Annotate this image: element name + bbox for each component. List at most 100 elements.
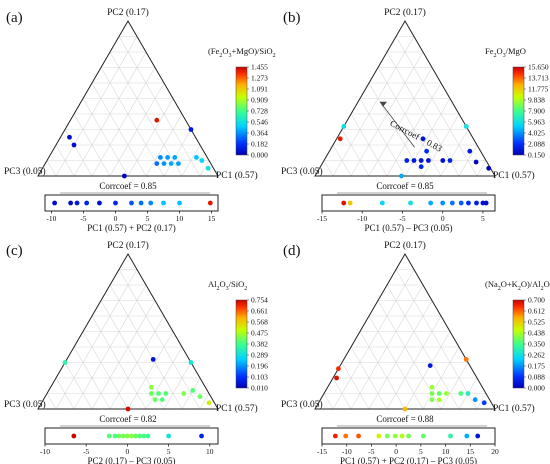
colorbar-tick-label: 7.900 (528, 107, 545, 116)
ternary-point (125, 406, 131, 412)
strip-point (71, 433, 77, 439)
strip-point (420, 433, 426, 439)
strip-point (483, 200, 489, 206)
ternary-point (418, 164, 424, 170)
strip-point (145, 433, 151, 439)
strip-tick-label: 15 (208, 214, 216, 223)
grid-line-pc3 (100, 300, 165, 410)
grid-line-pc1 (181, 377, 201, 410)
grid-line-pc1 (476, 393, 487, 410)
colorbar-title: Al2O3/SiO2 (208, 279, 247, 292)
strip-point (84, 200, 90, 206)
grid-line-pc1 (163, 129, 192, 177)
ternary-point (149, 384, 154, 390)
panel-a: (a) PC2 (0.17) PC3 (0.05) PC1 (0.57) (Fe2O3+… (4, 7, 276, 233)
strip-tick-label: 5 (419, 447, 423, 456)
grid-line-pc3 (46, 160, 57, 177)
colorbar-tick-label: 0.196 (251, 362, 268, 371)
ternary-point (473, 159, 479, 165)
colorbar-tick-label: 15.650 (528, 63, 549, 72)
strip-point (332, 433, 338, 439)
strip-point (74, 200, 80, 206)
ternary-point (190, 388, 196, 393)
strip-point (129, 433, 134, 439)
colorbar-tick-label: 0.728 (251, 107, 268, 116)
ternary-point (429, 397, 435, 403)
strip-point (384, 433, 390, 439)
grid-line-pc3 (350, 346, 388, 410)
ternary-point (176, 161, 181, 167)
grid-line-pc3 (377, 67, 442, 177)
ternary-point (337, 136, 343, 142)
strip-point (376, 433, 382, 439)
ternary-point (165, 155, 171, 160)
grid-line-pc3 (395, 269, 478, 410)
grid-line-pc1 (199, 393, 210, 410)
strip-frame (321, 194, 496, 212)
strip-frame (44, 194, 219, 212)
grid-line-pc1 (332, 269, 415, 410)
ternary-point (472, 397, 478, 403)
corrcoef-label: Corrcoef = 0.82 (99, 414, 156, 424)
ternary-point (465, 391, 471, 396)
ternary-grid (323, 36, 487, 177)
strip-point (106, 433, 112, 439)
strip-point (161, 200, 166, 206)
colorbar-tick-label: 0.350 (528, 340, 545, 349)
ternary-point (481, 400, 487, 406)
strip-point (343, 433, 349, 439)
grid-line-pc1 (332, 36, 415, 177)
colorbar-tick-label: 0.289 (251, 351, 268, 360)
colorbar-tick-label: 0.525 (528, 318, 545, 327)
grid-line-pc3 (55, 377, 75, 410)
ternary-point (205, 165, 211, 171)
ternary-point (71, 142, 77, 148)
grid-line-pc3 (46, 393, 57, 410)
ternary-grid (46, 36, 210, 177)
strip-tick-label: 0 (114, 214, 118, 223)
ternary-point (440, 158, 446, 163)
ternary-point (429, 384, 435, 390)
colorbar-tick-label: 0.175 (528, 362, 545, 371)
grid-line-pc1 (181, 144, 201, 177)
ternary-point (447, 158, 453, 163)
colorbar-tick-label: 5.963 (528, 118, 545, 127)
strip-point (148, 200, 154, 206)
corrcoef-label: Corrcoef = 0.88 (376, 414, 434, 424)
ternary-point (194, 155, 199, 160)
colorbar-tick-label: 0.103 (251, 373, 268, 382)
strip-point (116, 433, 122, 439)
ternary-point (172, 155, 178, 160)
grid-line-pc1 (440, 129, 469, 177)
ternary-point (122, 173, 127, 179)
strip-tick-label: 5 (146, 214, 150, 223)
grid-line-pc1 (145, 346, 183, 410)
apex-label-right: PC1 (0.57) (216, 403, 258, 414)
strip-point (137, 433, 143, 439)
colorbar-tick-label: 4.025 (528, 129, 545, 138)
strip-point (464, 433, 470, 439)
ternary-point (444, 391, 449, 396)
colorbar-tick-label: 13.713 (528, 74, 549, 83)
ternary-point (334, 375, 339, 381)
strip-xlabel: PC2 (0.17) – PC3 (0.05) (87, 456, 175, 464)
strip-point (113, 200, 118, 206)
colorbar-tick-label: 0.754 (251, 296, 268, 305)
grid-line-pc3 (64, 362, 93, 410)
apex-label-left: PC3 (0.05) (281, 166, 323, 177)
grid-line-pc3 (55, 144, 75, 177)
ternary-point (463, 124, 469, 129)
colorbar-tick-label: 1.455 (251, 63, 268, 72)
grid-line-pc1 (368, 67, 433, 177)
ternary-point (168, 161, 174, 167)
strip-point (124, 433, 130, 439)
grid-line-pc3 (332, 144, 352, 177)
ternary-point (463, 357, 469, 362)
panel-label: (b) (283, 10, 301, 26)
ternary-point (486, 165, 492, 171)
grid-line-pc3 (395, 36, 478, 177)
strip-point (379, 200, 385, 206)
strip-tick-label: -10 (40, 447, 50, 456)
colorbar (235, 299, 248, 389)
grid-line-pc1 (145, 113, 183, 177)
